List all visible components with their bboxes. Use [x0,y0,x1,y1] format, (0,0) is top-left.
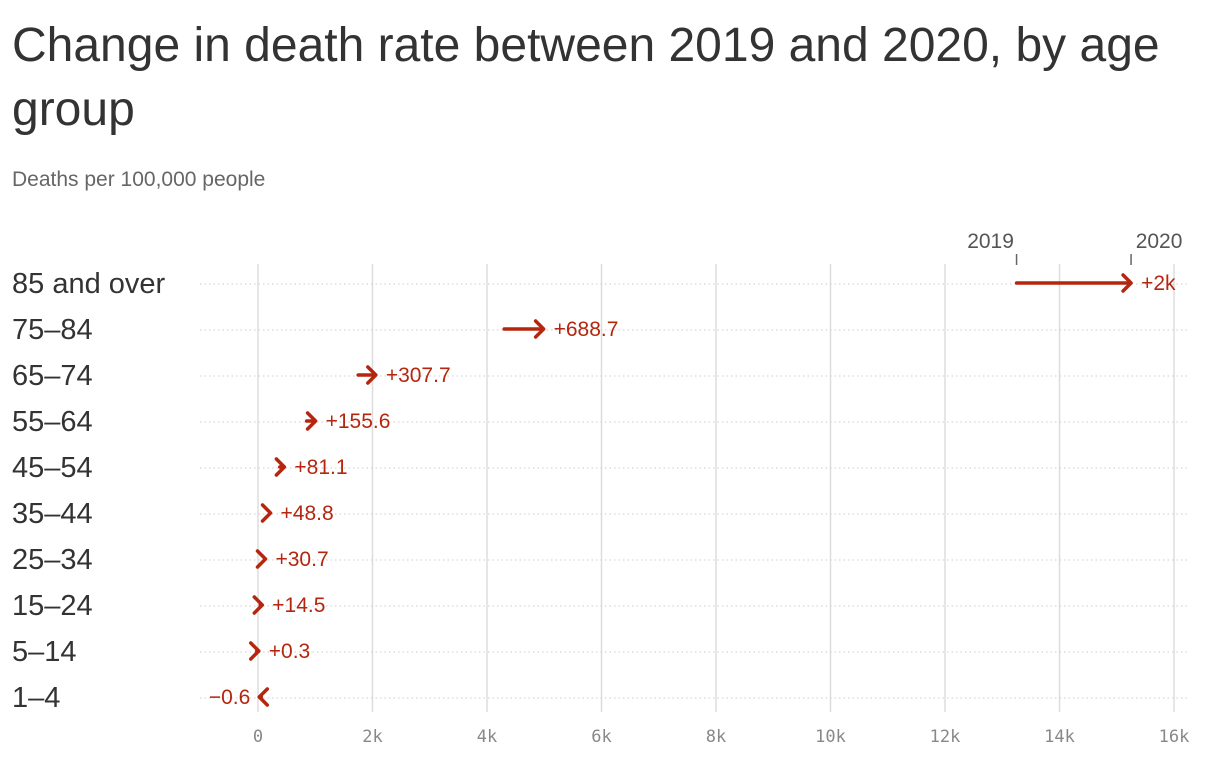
x-tick-label: 4k [477,727,497,747]
change-arrow-head [533,319,546,339]
chart-title: Change in death rate between 2019 and 20… [12,19,1160,136]
change-value-label: −0.6 [209,686,250,709]
category-label: 75–84 [12,314,93,346]
category-label: 1–4 [12,682,60,714]
category-label: 5–14 [12,636,77,668]
category-label: 45–54 [12,452,93,484]
chart-subtitle: Deaths per 100,000 people [12,168,266,191]
change-value-label: +48.8 [281,502,334,525]
category-label: 15–24 [12,590,93,622]
change-value-label: +30.7 [275,548,328,571]
change-value-label: +2k [1141,272,1176,295]
series-start-label: 2019 [967,230,1014,253]
series-end-label: 2020 [1136,230,1183,253]
change-arrow-head [260,503,273,523]
x-tick-label: 12k [930,727,961,747]
x-tick-label: 2k [362,727,382,747]
x-tick-label: 0 [253,727,263,747]
change-value-label: +14.5 [272,594,325,617]
change-arrow-head [249,641,261,661]
change-arrow-head [366,365,378,385]
x-tick-label: 10k [815,727,846,747]
change-value-label: +155.6 [326,410,391,433]
category-label: 85 and over [12,268,166,300]
category-label: 35–44 [12,498,93,530]
x-tick-label: 6k [591,727,611,747]
change-value-label: +0.3 [269,640,310,663]
x-tick-label: 14k [1044,727,1075,747]
change-arrow-head [1121,273,1133,293]
change-arrow-head [252,595,265,615]
change-arrow-head [255,549,268,569]
change-value-label: +688.7 [554,318,619,341]
category-label: 65–74 [12,360,93,392]
change-arrow-head [257,687,270,707]
change-arrow-head [274,457,287,477]
category-label: 55–64 [12,406,93,438]
x-tick-label: 16k [1159,727,1190,747]
category-label: 25–34 [12,544,93,576]
change-arrow-head [305,411,318,431]
change-value-label: +81.1 [294,456,347,479]
change-value-label: +307.7 [386,364,451,387]
x-tick-label: 8k [706,727,726,747]
